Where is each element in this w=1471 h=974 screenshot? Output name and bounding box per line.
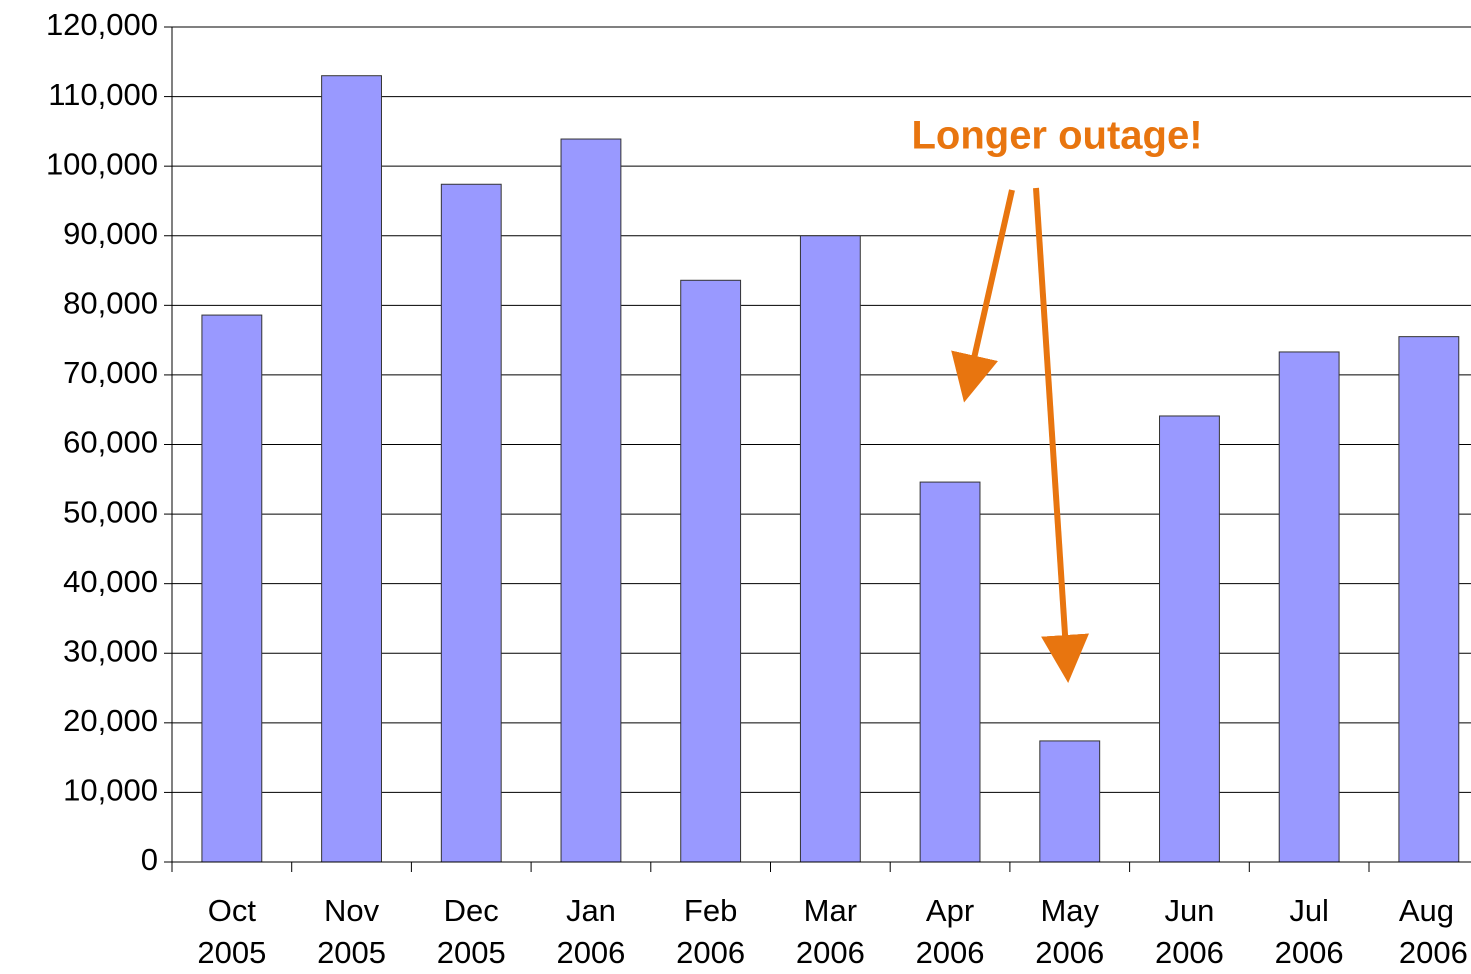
y-tick-label: 120,000 [46,7,158,42]
bar [201,314,263,863]
y-tick-label: 90,000 [63,216,158,251]
x-tick-label: Aug 2006 [1398,893,1468,970]
bar [680,279,742,863]
bar [799,235,861,863]
bar [919,481,981,863]
x-tick-label: Mar 2006 [795,893,865,970]
bars [201,75,1460,863]
y-tick-label: 60,000 [63,425,158,460]
y-tick-label: 10,000 [63,773,158,808]
x-tick-label: Jan 2006 [556,893,626,970]
bar [321,75,382,863]
bar [560,138,622,863]
y-tick-label: 100,000 [46,146,158,181]
arrow [1033,187,1090,683]
y-tick-label: 30,000 [63,633,158,668]
x-tick-label: Jun 2006 [1154,893,1224,970]
bar [1398,336,1460,863]
y-tick-label: 50,000 [63,494,158,529]
bar [1159,415,1220,863]
y-tick-label: 0 [141,842,158,877]
x-tick-label: Jul 2006 [1274,893,1344,970]
y-tick-label: 70,000 [63,355,158,390]
x-tick-label: Oct 2005 [197,893,267,970]
annotation: Longer outage! [911,114,1202,158]
y-tick-label: 110,000 [48,77,158,112]
x-tick-label: May 2006 [1035,893,1105,970]
x-tick-label: Apr 2006 [915,893,985,970]
y-tick-label: 20,000 [63,703,158,738]
x-tick-label: Dec 2005 [436,893,506,970]
arrow [951,189,1015,403]
x-tick-label: Nov 2005 [317,893,387,970]
bar [440,183,502,863]
y-tick-label: 40,000 [63,564,158,599]
bar [1278,351,1340,863]
x-tick-label: Feb 2006 [676,893,746,970]
axes: 0 10,000 20,000 30,000 40,000 50,000 60,000 70,… [46,7,1471,877]
y-tick-label: 80,000 [63,286,158,321]
bar [1039,740,1101,863]
